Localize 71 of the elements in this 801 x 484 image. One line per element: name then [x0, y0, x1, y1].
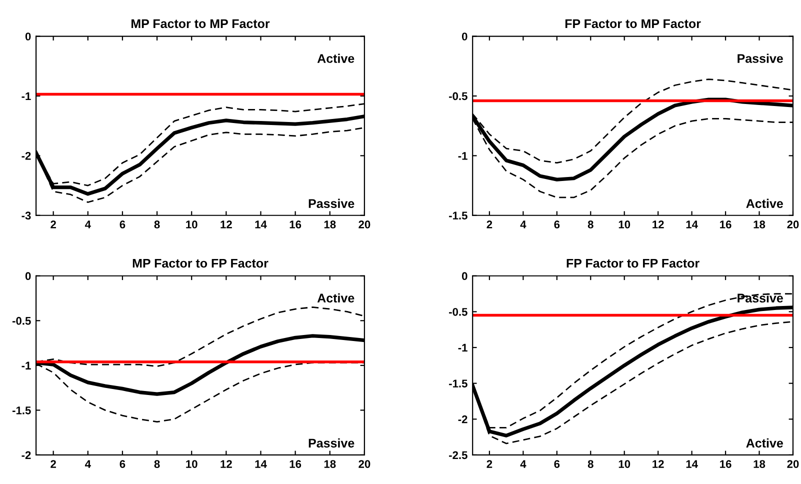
annotation: Active: [317, 293, 354, 303]
x-tick-label: 16: [720, 460, 732, 468]
x-tick-label: 20: [787, 220, 799, 228]
x-tick-label: 4: [84, 220, 91, 228]
y-tick-label: -0.5: [449, 92, 468, 100]
y-tick-label: -2: [22, 152, 31, 160]
y-tick-label: 0: [25, 272, 31, 280]
chart-title: FP Factor to FP Factor: [566, 258, 700, 268]
x-tick-label: 4: [520, 220, 526, 228]
x-tick-label: 12: [652, 220, 664, 228]
y-tick-label: 0: [462, 32, 468, 40]
x-tick-label: 16: [720, 220, 732, 228]
x-tick-label: 2: [50, 460, 56, 468]
x-tick-label: 10: [618, 220, 630, 228]
x-tick-label: 2: [50, 220, 56, 228]
x-tick-label: 20: [358, 220, 370, 228]
x-tick-label: 2: [486, 460, 492, 468]
annotation: Passive: [308, 438, 354, 448]
annotation: Passive: [738, 293, 783, 303]
x-tick-label: 16: [290, 220, 302, 228]
x-tick-label: 8: [588, 460, 594, 468]
x-tick-label: 12: [220, 460, 232, 468]
x-tick-label: 14: [255, 460, 267, 468]
y-tick-label: -1.5: [12, 406, 31, 414]
x-tick-label: 18: [324, 460, 336, 468]
x-tick-label: 8: [154, 460, 160, 468]
chart-title: MP Factor to MP Factor: [132, 19, 270, 28]
y-tick-label: -1: [22, 362, 31, 370]
x-tick-label: 4: [520, 460, 526, 468]
x-tick-label: 6: [120, 460, 126, 468]
x-tick-label: 14: [686, 220, 698, 228]
y-tick-label: -0.5: [449, 308, 468, 316]
x-tick-label: 20: [787, 460, 799, 468]
x-tick-label: 12: [652, 460, 664, 468]
x-tick-label: 4: [84, 460, 91, 468]
x-tick-label: 8: [154, 220, 160, 228]
y-tick-label: -0.5: [12, 316, 31, 325]
x-tick-label: 6: [120, 220, 126, 228]
x-tick-label: 18: [754, 460, 766, 468]
y-tick-label: -1: [458, 152, 468, 160]
y-tick-label: -2.5: [449, 451, 468, 460]
annotation: Active: [746, 198, 783, 208]
x-tick-label: 14: [255, 220, 267, 228]
x-tick-label: 10: [618, 460, 630, 468]
annotation: Passive: [738, 54, 783, 63]
y-tick-label: -1.5: [449, 380, 468, 388]
y-tick-label: 0: [25, 32, 31, 40]
y-tick-label: -3: [22, 212, 31, 220]
annotation: Passive: [308, 198, 354, 208]
y-tick-label: -2: [22, 451, 31, 459]
y-tick-label: -2: [458, 415, 468, 424]
x-tick-label: 2: [486, 220, 492, 228]
x-tick-label: 14: [686, 460, 698, 468]
x-tick-label: 10: [186, 460, 198, 468]
y-tick-label: 0: [462, 272, 468, 280]
x-tick-label: 18: [324, 220, 336, 228]
x-tick-label: 6: [554, 220, 560, 228]
x-tick-label: 10: [186, 220, 198, 228]
y-tick-label: -1: [458, 344, 468, 352]
x-tick-label: 6: [554, 460, 560, 468]
x-tick-label: 8: [588, 220, 594, 228]
y-tick-label: -1.5: [449, 212, 468, 220]
chart-title: FP Factor to MP Factor: [565, 19, 701, 28]
x-tick-label: 12: [220, 220, 232, 228]
annotation: Active: [746, 438, 783, 448]
y-tick-label: -1: [22, 92, 31, 100]
x-tick-label: 16: [290, 460, 302, 468]
x-tick-label: 20: [358, 460, 370, 468]
chart-title: MP Factor to FP Factor: [132, 258, 268, 268]
x-tick-label: 18: [754, 220, 766, 228]
annotation: Active: [317, 54, 354, 63]
